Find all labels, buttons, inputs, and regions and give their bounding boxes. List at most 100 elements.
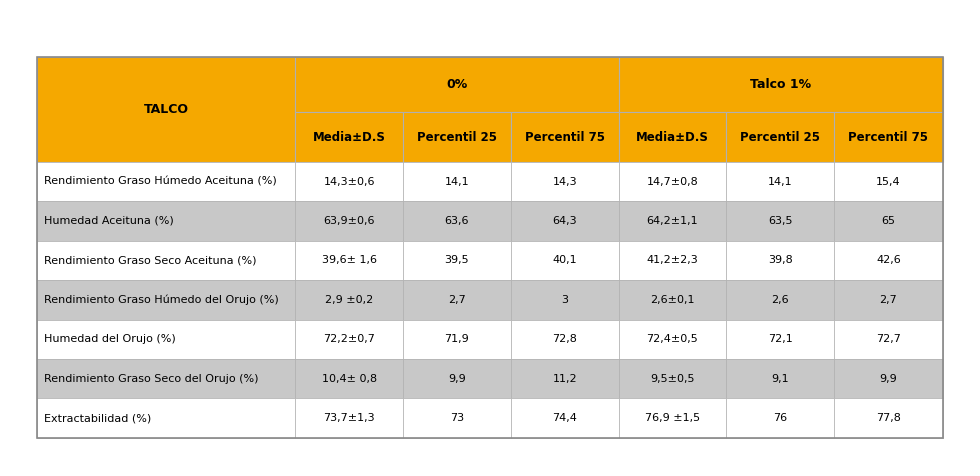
- Text: 63,9±0,6: 63,9±0,6: [323, 216, 375, 226]
- Bar: [295, 280, 403, 319]
- Text: 41,2±2,3: 41,2±2,3: [647, 256, 699, 266]
- Bar: [295, 112, 403, 162]
- Text: Media±D.S: Media±D.S: [313, 130, 385, 144]
- Text: 73: 73: [450, 413, 464, 423]
- Bar: [834, 201, 943, 241]
- Text: 2,6: 2,6: [771, 295, 789, 305]
- Bar: [37, 57, 295, 162]
- Bar: [834, 398, 943, 438]
- Bar: [511, 112, 618, 162]
- Text: 2,6±0,1: 2,6±0,1: [650, 295, 695, 305]
- Bar: [295, 162, 403, 201]
- Text: 14,1: 14,1: [445, 177, 469, 187]
- Bar: [618, 319, 726, 359]
- Bar: [295, 201, 403, 241]
- Bar: [37, 319, 295, 359]
- Text: 15,4: 15,4: [876, 177, 901, 187]
- Text: 72,4±0,5: 72,4±0,5: [647, 334, 699, 344]
- Bar: [403, 398, 511, 438]
- Bar: [618, 280, 726, 319]
- Text: Percentil 25: Percentil 25: [740, 130, 820, 144]
- Text: Rendimiento Graso Seco del Orujo (%): Rendimiento Graso Seco del Orujo (%): [44, 374, 259, 384]
- Text: 72,2±0,7: 72,2±0,7: [323, 334, 375, 344]
- Text: Rendimiento Graso Húmedo del Orujo (%): Rendimiento Graso Húmedo del Orujo (%): [44, 295, 279, 305]
- Bar: [37, 280, 295, 319]
- Bar: [37, 398, 295, 438]
- Bar: [618, 112, 726, 162]
- Text: 71,9: 71,9: [445, 334, 469, 344]
- Bar: [511, 359, 618, 398]
- Bar: [726, 241, 834, 280]
- Bar: [726, 359, 834, 398]
- Text: 9,9: 9,9: [880, 374, 898, 384]
- Bar: [726, 398, 834, 438]
- Text: 40,1: 40,1: [553, 256, 577, 266]
- Text: Percentil 25: Percentil 25: [416, 130, 497, 144]
- Text: 42,6: 42,6: [876, 256, 901, 266]
- Bar: [511, 280, 618, 319]
- Text: Percentil 75: Percentil 75: [849, 130, 928, 144]
- Text: 3: 3: [562, 295, 568, 305]
- Bar: [403, 201, 511, 241]
- Text: 77,8: 77,8: [876, 413, 901, 423]
- Bar: [618, 201, 726, 241]
- Bar: [511, 241, 618, 280]
- Bar: [403, 319, 511, 359]
- Text: 14,7±0,8: 14,7±0,8: [647, 177, 699, 187]
- Bar: [618, 359, 726, 398]
- Text: 9,5±0,5: 9,5±0,5: [650, 374, 695, 384]
- Text: 14,3±0,6: 14,3±0,6: [323, 177, 375, 187]
- Text: Rendimiento Graso Húmedo Aceituna (%): Rendimiento Graso Húmedo Aceituna (%): [44, 177, 276, 187]
- Bar: [403, 162, 511, 201]
- Text: 39,5: 39,5: [445, 256, 469, 266]
- Text: Extractabilidad (%): Extractabilidad (%): [44, 413, 151, 423]
- Text: 74,4: 74,4: [553, 413, 577, 423]
- Bar: [403, 112, 511, 162]
- Bar: [726, 319, 834, 359]
- Bar: [37, 162, 295, 201]
- Bar: [834, 319, 943, 359]
- Text: 64,2±1,1: 64,2±1,1: [647, 216, 699, 226]
- Bar: [511, 398, 618, 438]
- Bar: [295, 359, 403, 398]
- Text: 14,3: 14,3: [553, 177, 577, 187]
- Text: 10,4± 0,8: 10,4± 0,8: [321, 374, 376, 384]
- Text: 9,1: 9,1: [771, 374, 789, 384]
- Bar: [511, 201, 618, 241]
- Bar: [37, 241, 295, 280]
- Text: Media±D.S: Media±D.S: [636, 130, 709, 144]
- Text: 0%: 0%: [446, 78, 467, 91]
- Text: 76,9 ±1,5: 76,9 ±1,5: [645, 413, 700, 423]
- Bar: [834, 359, 943, 398]
- Bar: [511, 162, 618, 201]
- Bar: [618, 162, 726, 201]
- Bar: [403, 280, 511, 319]
- Bar: [37, 201, 295, 241]
- Text: 2,7: 2,7: [448, 295, 466, 305]
- Text: 72,7: 72,7: [876, 334, 901, 344]
- Text: Humedad Aceituna (%): Humedad Aceituna (%): [44, 216, 173, 226]
- Bar: [37, 359, 295, 398]
- Bar: [834, 112, 943, 162]
- Bar: [618, 57, 943, 112]
- Text: 76: 76: [773, 413, 787, 423]
- Text: 2,7: 2,7: [880, 295, 898, 305]
- Bar: [295, 241, 403, 280]
- Text: Rendimiento Graso Seco Aceituna (%): Rendimiento Graso Seco Aceituna (%): [44, 256, 257, 266]
- Bar: [295, 398, 403, 438]
- Text: 63,5: 63,5: [768, 216, 793, 226]
- Text: 39,6± 1,6: 39,6± 1,6: [321, 256, 376, 266]
- Bar: [511, 319, 618, 359]
- Text: Humedad del Orujo (%): Humedad del Orujo (%): [44, 334, 175, 344]
- Text: 72,8: 72,8: [553, 334, 577, 344]
- Text: TALCO: TALCO: [144, 103, 189, 116]
- Text: 65: 65: [881, 216, 896, 226]
- Bar: [834, 162, 943, 201]
- Bar: [726, 201, 834, 241]
- Bar: [403, 241, 511, 280]
- Text: 64,3: 64,3: [553, 216, 577, 226]
- Bar: [726, 280, 834, 319]
- Text: 39,8: 39,8: [768, 256, 793, 266]
- Bar: [618, 398, 726, 438]
- Bar: [834, 280, 943, 319]
